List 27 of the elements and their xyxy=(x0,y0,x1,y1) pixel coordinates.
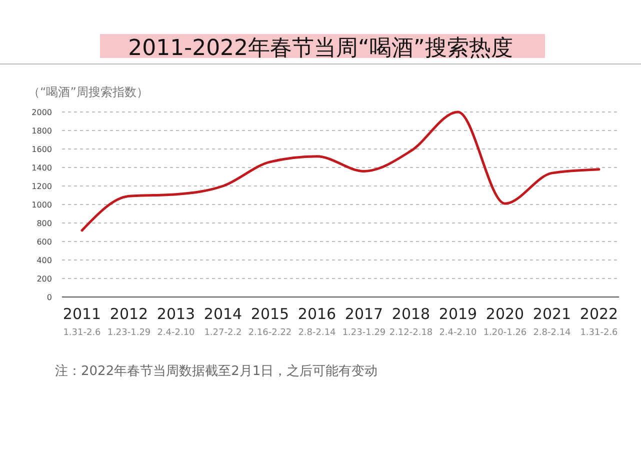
x-tick-label: 2017 1.23-1.29 xyxy=(342,305,386,338)
x-tick-label: 2011 1.31-2.6 xyxy=(62,305,102,338)
x-tick-label: 2015 2.16-2.22 xyxy=(248,305,292,338)
y-axis-title: （“喝酒”周搜索指数） xyxy=(28,85,148,99)
y-tick-label: 1200 xyxy=(32,182,52,191)
x-tick-label: 2019 2.4-2.10 xyxy=(438,305,478,338)
x-tick-label: 2013 2.4-2.10 xyxy=(156,305,196,338)
text: 注：2022年春节当周数据截至2月1日，之后可能有变动 xyxy=(55,364,378,379)
line-series xyxy=(80,110,600,232)
x-tick-label: 2014 1.27-2.2 xyxy=(204,305,242,338)
y-tick-label: 1600 xyxy=(32,145,52,154)
y-tick-label: 400 xyxy=(36,256,52,265)
x-tick-label: 2012 1.23-1.29 xyxy=(107,305,151,338)
y-tick-label: 1800 xyxy=(32,126,52,136)
y-tick-label: 200 xyxy=(36,274,52,284)
x-tick-label: 2020 1.20-1.26 xyxy=(483,305,527,338)
x-tick-label: 2016 2.8-2.14 xyxy=(298,305,336,338)
x-tick-label: 2021 2.8-2.14 xyxy=(532,305,572,338)
y-tick-label: 2000 xyxy=(32,108,52,117)
chart-title: 2011-2022年春节当周“喝酒”搜索热度 xyxy=(128,36,513,61)
y-tick-label: 800 xyxy=(36,219,52,228)
x-tick-label: 2022 1.31-2.6 xyxy=(580,305,618,338)
y-tick-label: 1400 xyxy=(32,164,52,172)
y-tick-label: 0 xyxy=(46,293,52,302)
y-tick-label: 600 xyxy=(36,238,52,246)
x-tick-label: 2018 2.12-2.18 xyxy=(389,305,433,338)
y-tick-label: 1000 xyxy=(32,200,52,210)
